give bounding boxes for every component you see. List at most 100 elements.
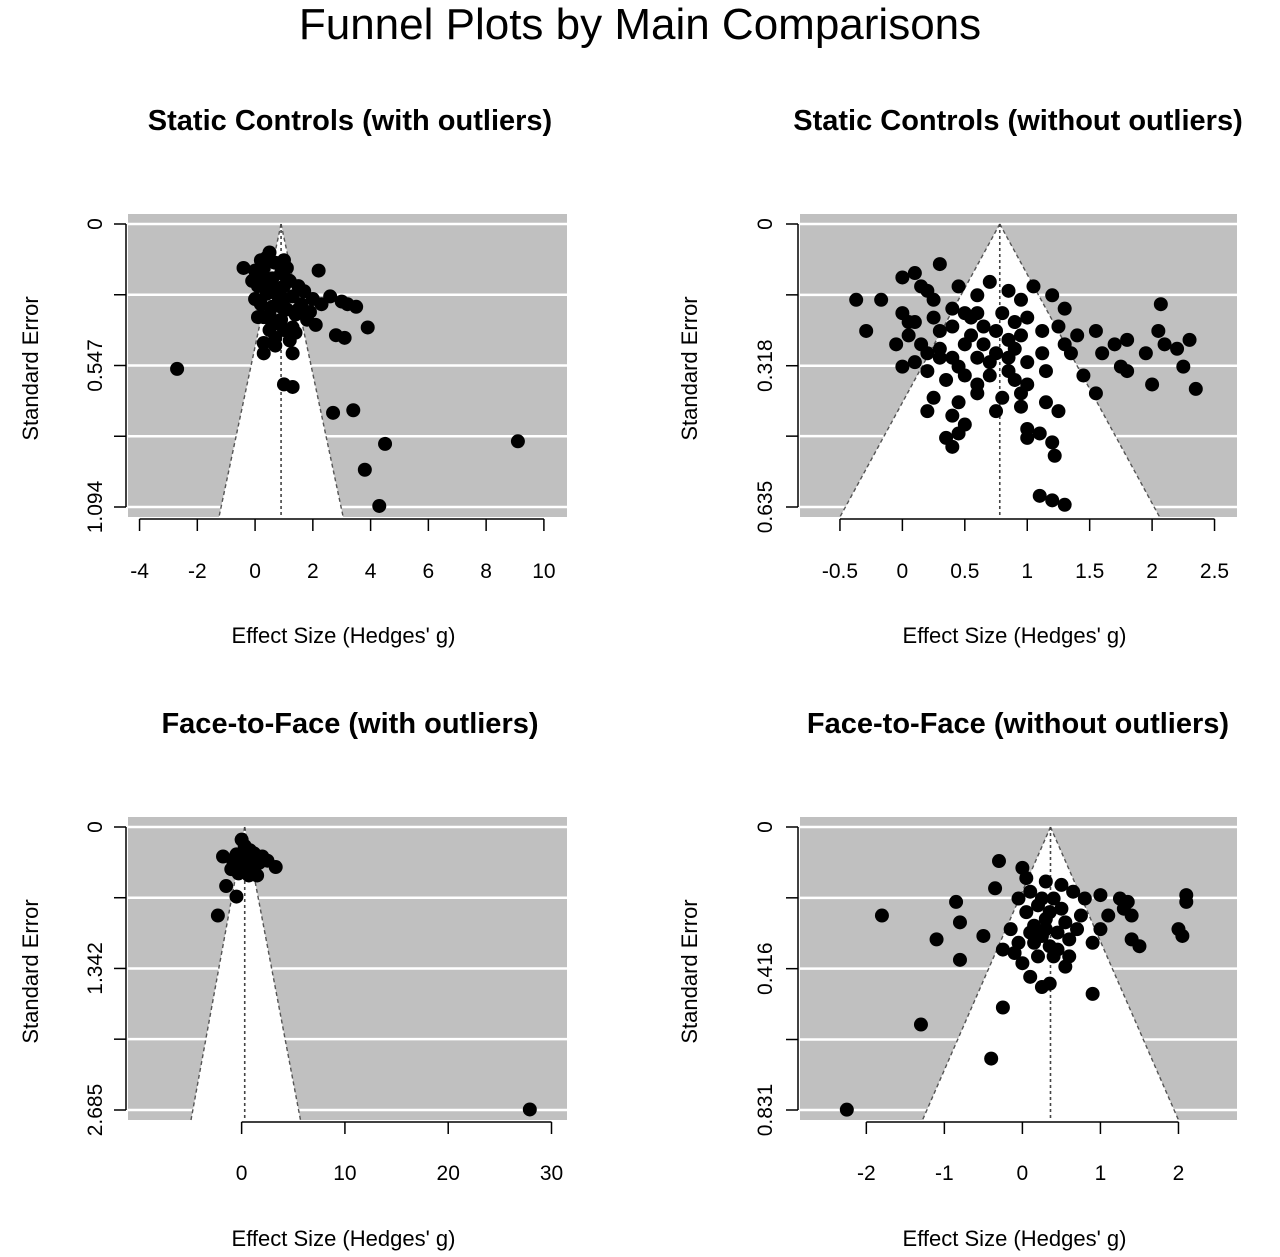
data-point — [945, 301, 960, 316]
funnel-region — [191, 827, 301, 1120]
data-point — [874, 908, 889, 923]
data-point — [1023, 884, 1038, 899]
data-point — [1042, 905, 1057, 920]
data-point — [288, 325, 303, 340]
funnel-panel-1: -4 -2 0 2 4 6 8 10 0 0.547 1.094 Static Controls (w… — [18, 105, 567, 648]
data-point — [1035, 346, 1050, 361]
data-point — [1063, 346, 1078, 361]
data-point — [970, 350, 985, 365]
data-point — [951, 395, 966, 410]
data-point — [1151, 323, 1166, 338]
data-point — [259, 276, 274, 291]
x-tick-label: 0 — [236, 1162, 248, 1185]
data-point — [1047, 448, 1062, 463]
data-point — [170, 361, 185, 376]
data-point — [256, 335, 271, 350]
data-point — [510, 434, 525, 449]
data-point — [1023, 969, 1038, 984]
y-tick-label: 0.547 — [84, 339, 107, 392]
data-point — [976, 337, 991, 352]
data-point — [1157, 337, 1172, 352]
data-point — [1011, 935, 1026, 950]
data-point — [1120, 332, 1135, 347]
funnel-panel-4: -2 -1 0 1 2 0 0.416 0.831 Face-to-Face (without … — [677, 708, 1237, 1251]
funnel-panel-2: -0.5 0 0.5 1 1.5 2 2.5 0 0.318 0.635 Static Contro… — [677, 105, 1243, 648]
x-tick-label: 10 — [532, 560, 555, 583]
data-point — [1182, 332, 1197, 347]
x-tick-label: 30 — [540, 1162, 563, 1185]
data-point — [1101, 908, 1116, 923]
page-title: Funnel Plots by Main Comparisons — [298, 0, 982, 49]
data-point — [1120, 364, 1135, 379]
data-point — [1013, 399, 1028, 414]
data-point — [302, 304, 317, 319]
data-point — [1034, 891, 1049, 906]
data-point — [1038, 395, 1053, 410]
data-point — [1179, 888, 1194, 903]
x-tick-label: 0.5 — [950, 560, 979, 583]
y-tick-label: 0.318 — [754, 339, 777, 392]
x-tick-label: 2.5 — [1200, 560, 1229, 583]
data-point — [1007, 341, 1022, 356]
data-point — [1076, 368, 1091, 383]
data-point — [982, 355, 997, 370]
data-point — [276, 279, 291, 294]
funnel-edge-left — [921, 826, 1052, 1121]
data-point — [1035, 323, 1050, 338]
data-point — [951, 426, 966, 441]
data-point — [243, 851, 258, 866]
data-point — [224, 862, 239, 877]
data-point — [326, 405, 341, 420]
data-point — [932, 350, 947, 365]
data-point — [970, 386, 985, 401]
data-point — [1045, 493, 1060, 508]
x-tick-label: 6 — [423, 560, 435, 583]
y-tick-label: 0.635 — [754, 481, 777, 534]
data-point — [1046, 891, 1061, 906]
data-point — [913, 1017, 928, 1032]
data-point — [337, 330, 352, 345]
data-point — [952, 915, 967, 930]
data-point — [982, 368, 997, 383]
data-point — [1050, 942, 1065, 957]
data-point — [1003, 922, 1018, 937]
data-point — [988, 881, 1003, 896]
data-point — [901, 328, 916, 343]
data-point — [932, 257, 947, 272]
data-point — [1062, 949, 1077, 964]
data-point — [907, 355, 922, 370]
data-point — [1020, 430, 1035, 445]
y-tick-label: 0 — [754, 218, 777, 230]
data-point — [895, 359, 910, 374]
data-point — [952, 952, 967, 967]
data-point — [995, 306, 1010, 321]
data-point — [1031, 949, 1046, 964]
data-point — [1188, 381, 1203, 396]
y-tick-label: 0.416 — [754, 942, 777, 995]
data-point — [995, 942, 1010, 957]
data-point — [964, 328, 979, 343]
data-point — [1088, 323, 1103, 338]
data-point — [260, 853, 275, 868]
y-tick-label: 0.831 — [754, 1084, 777, 1137]
data-point — [1038, 364, 1053, 379]
data-point — [991, 854, 1006, 869]
data-point — [236, 260, 251, 275]
y-axis-label: Standard Error — [677, 899, 702, 1043]
x-tick-label: -4 — [130, 560, 149, 583]
y-axis-label: Standard Error — [18, 899, 43, 1043]
y-axis-label: Standard Error — [18, 296, 43, 440]
data-point — [1138, 346, 1153, 361]
data-point — [945, 408, 960, 423]
data-point — [1077, 891, 1092, 906]
data-point — [372, 498, 387, 513]
data-point — [357, 462, 372, 477]
data-point — [1085, 935, 1100, 950]
x-tick-label: 1.5 — [1075, 560, 1104, 583]
data-point — [1088, 386, 1103, 401]
data-point — [349, 299, 364, 314]
y-tick-label: 1.342 — [84, 942, 107, 995]
data-point — [346, 403, 361, 418]
data-point — [889, 337, 904, 352]
